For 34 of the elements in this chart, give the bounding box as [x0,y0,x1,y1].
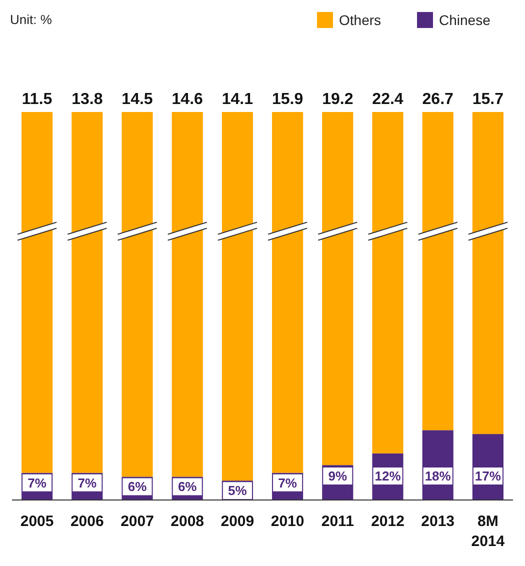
annotation: 15.9 [272,91,304,108]
bar [422,112,454,430]
text: Unit: % [10,12,52,27]
x-tick-label: 2012 [371,513,404,530]
bar [372,112,404,454]
annotation: 14.1 [222,91,254,108]
data-label: 9% [328,468,348,484]
x-tick-label: 8M 2014 [471,513,506,550]
annotation: 14.6 [172,91,204,108]
annotation: 11.5 [22,91,52,108]
data-label: 7% [278,475,298,490]
data-label: 5% [228,483,248,498]
x-tick-label: 2005 [20,513,54,530]
x-tick-label: 2007 [120,513,154,530]
x-tick-label: 2011 [321,513,354,530]
legend-label: Chinese [439,12,491,28]
bar [322,112,354,466]
data-label: 7% [28,475,47,490]
legend-label: Others [339,12,382,28]
annotation: 15.7 [472,91,504,108]
annotation: 19.2 [322,91,354,108]
annotation: 13.8 [72,91,103,108]
x-tick-label: 2009 [220,513,254,530]
bar [472,112,504,434]
data-label: 7% [78,475,97,490]
annotation: 22.4 [372,91,404,108]
x-tick-label: 2013 [421,513,455,530]
x-tick-label: 2008 [170,513,204,530]
data-label: 6% [178,479,198,494]
x-tick-label: 2010 [270,513,304,530]
annotation: 14.5 [122,91,153,108]
data-label: 6% [128,479,148,494]
annotation: 26.7 [422,91,454,108]
x-tick-label: 2006 [70,513,104,530]
